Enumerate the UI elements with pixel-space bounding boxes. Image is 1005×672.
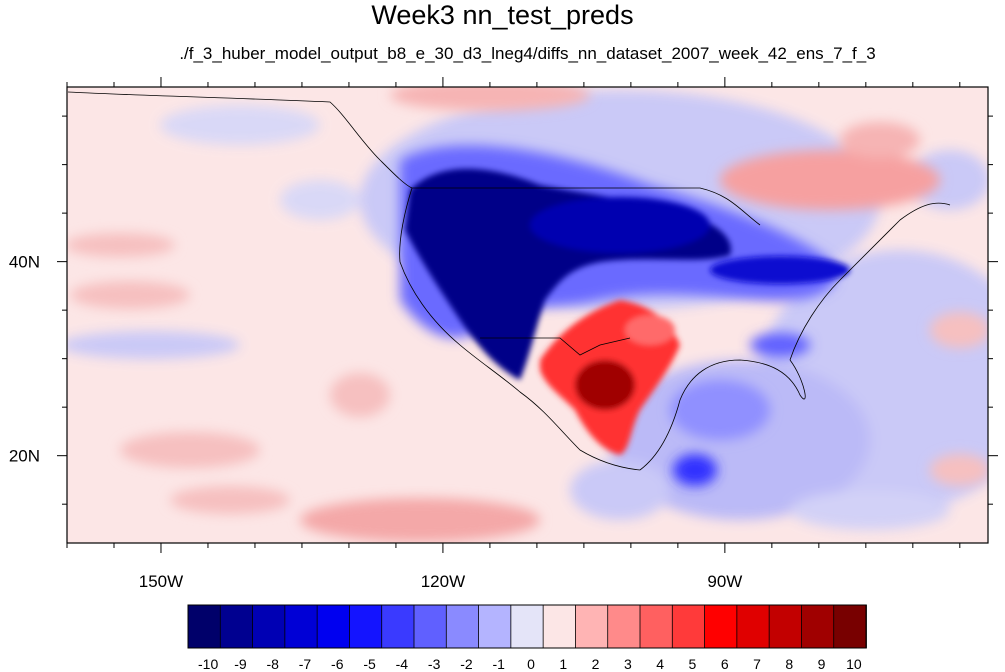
- colorbar-swatch: [252, 604, 286, 649]
- y-tick-label: 40N: [9, 253, 40, 272]
- colorbar: -10 -9 -8 -7 -6 -5 -4 -3 -2 -1 0 1 2 3 4 5 6 7 8 9 10: [187, 604, 867, 672]
- axis-labels: 150W 120W 90W 20N 40N: [9, 253, 743, 591]
- colorbar-label: 3: [624, 656, 632, 672]
- colorbar-swatch: [833, 604, 867, 649]
- colorbar-swatch: [510, 604, 545, 649]
- colorbar-swatch: [413, 604, 448, 649]
- colorbar-swatch: [284, 604, 319, 649]
- coastlines: [67, 91, 951, 471]
- x-tick-label: 150W: [139, 572, 183, 591]
- colorbar-label: -8: [266, 656, 279, 672]
- colorbar-outline: [187, 604, 867, 649]
- colorbar-swatch: [478, 604, 512, 649]
- x-tick-label: 120W: [421, 572, 465, 591]
- colorbar-swatch: [639, 604, 674, 649]
- anomaly-field: [67, 87, 988, 542]
- colorbar-label: 6: [721, 656, 729, 672]
- colorbar-label: -5: [363, 656, 376, 672]
- colorbar-label: -10: [198, 656, 218, 672]
- colorbar-swatch: [381, 604, 415, 649]
- y-tick-label: 20N: [9, 447, 40, 466]
- colorbar-label: 10: [846, 656, 862, 672]
- axis-ticks: [57, 77, 998, 553]
- colorbar-label: -3: [428, 656, 441, 672]
- colorbar-label: 8: [785, 656, 793, 672]
- colorbar-label: -6: [331, 656, 344, 672]
- colorbar-label: 2: [592, 656, 600, 672]
- colorbar-label: -4: [396, 656, 409, 672]
- colorbar-swatch: [575, 604, 609, 649]
- map-frame: [66, 86, 989, 544]
- x-tick-label: 90W: [707, 572, 742, 591]
- colorbar-swatch: [349, 604, 383, 649]
- colorbar-swatch: [316, 604, 351, 649]
- colorbar-swatch: [187, 604, 222, 649]
- colorbar-label: 7: [753, 656, 761, 672]
- colorbar-swatch: [801, 604, 835, 649]
- colorbar-swatch: [219, 604, 254, 649]
- colorbar-label: 1: [559, 656, 567, 672]
- colorbar-swatch: [736, 604, 771, 649]
- map-subtitle: ./f_3_huber_model_output_b8_e_30_d3_lneg…: [179, 44, 876, 63]
- colorbar-label: 0: [527, 656, 535, 672]
- colorbar-label: -9: [234, 656, 247, 672]
- colorbar-swatch: [671, 604, 706, 649]
- colorbar-label: -1: [492, 656, 505, 672]
- colorbar-swatch: [768, 604, 803, 649]
- colorbar-swatch: [704, 604, 738, 649]
- colorbar-swatch: [542, 604, 577, 649]
- colorbar-label: 4: [656, 656, 664, 672]
- colorbar-label: 9: [818, 656, 826, 672]
- colorbar-swatch: [445, 604, 480, 649]
- colorbar-label: -7: [299, 656, 312, 672]
- colorbar-swatch: [607, 604, 641, 649]
- map-title: Week3 nn_test_preds: [371, 0, 634, 30]
- colorbar-label: -2: [460, 656, 473, 672]
- colorbar-label: 5: [689, 656, 697, 672]
